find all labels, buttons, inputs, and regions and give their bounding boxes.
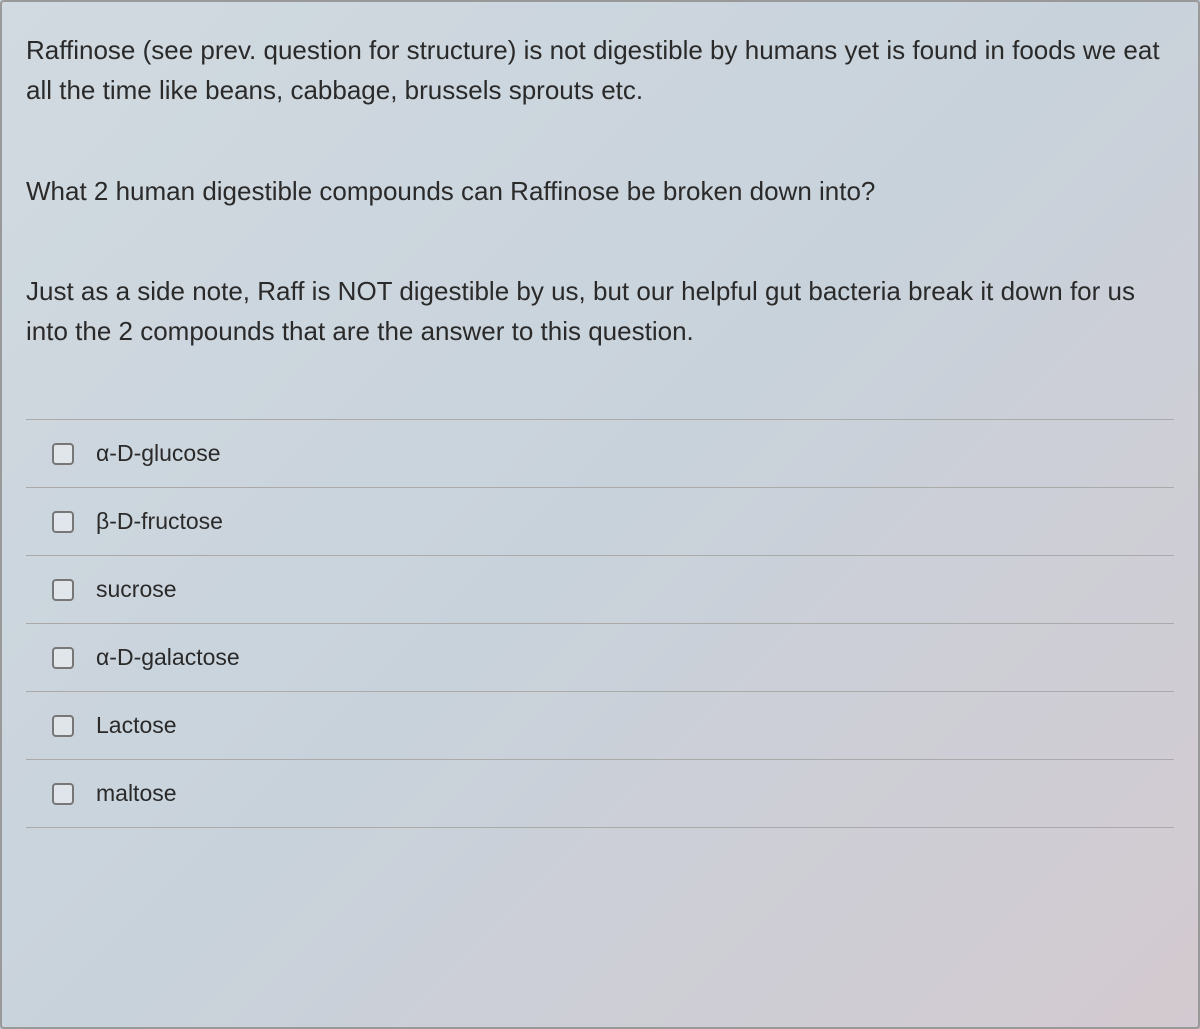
checkbox-icon[interactable] xyxy=(52,715,74,737)
answer-label: maltose xyxy=(96,780,177,807)
answer-label: sucrose xyxy=(96,576,177,603)
answer-label: α-D-galactose xyxy=(96,644,240,671)
answer-label: α-D-glucose xyxy=(96,440,221,467)
checkbox-icon[interactable] xyxy=(52,579,74,601)
answer-option-0[interactable]: α-D-glucose xyxy=(26,419,1174,487)
question-paragraph-1: Raffinose (see prev. question for struct… xyxy=(26,30,1174,111)
answer-option-1[interactable]: β-D-fructose xyxy=(26,487,1174,555)
checkbox-icon[interactable] xyxy=(52,511,74,533)
checkbox-icon[interactable] xyxy=(52,783,74,805)
answer-option-3[interactable]: α-D-galactose xyxy=(26,623,1174,691)
answer-option-4[interactable]: Lactose xyxy=(26,691,1174,759)
answer-option-2[interactable]: sucrose xyxy=(26,555,1174,623)
question-text-block: Raffinose (see prev. question for struct… xyxy=(26,30,1174,351)
checkbox-icon[interactable] xyxy=(52,443,74,465)
checkbox-icon[interactable] xyxy=(52,647,74,669)
question-paragraph-3: Just as a side note, Raff is NOT digesti… xyxy=(26,271,1174,352)
answer-label: β-D-fructose xyxy=(96,508,223,535)
answer-option-5[interactable]: maltose xyxy=(26,759,1174,828)
answer-label: Lactose xyxy=(96,712,177,739)
question-paragraph-2: What 2 human digestible compounds can Ra… xyxy=(26,171,1174,211)
question-container: Raffinose (see prev. question for struct… xyxy=(0,0,1200,1029)
answers-section: α-D-glucose β-D-fructose sucrose α-D-gal… xyxy=(26,419,1174,828)
